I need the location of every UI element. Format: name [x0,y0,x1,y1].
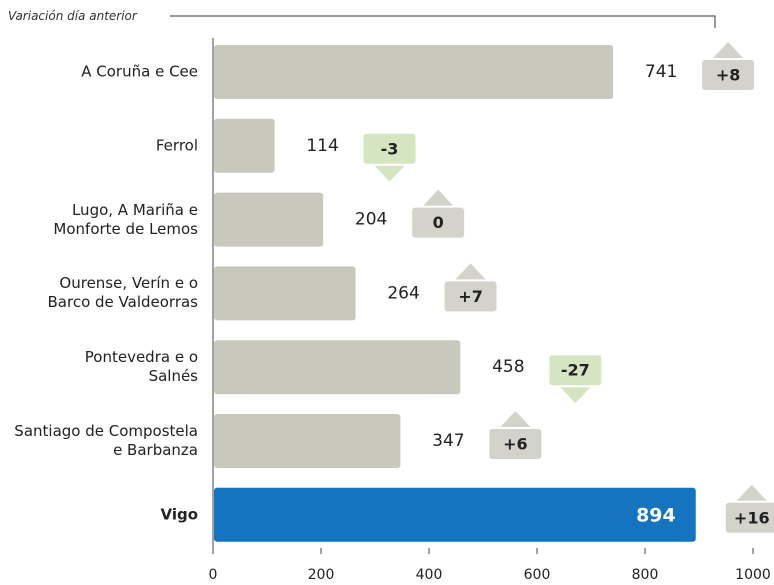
change-badge [702,60,755,90]
value-label: 894 [636,504,676,526]
up-arrow [736,484,767,501]
bar [214,340,461,395]
category-label: Santiago de Compostela e Barbanza [14,422,198,459]
change-badge [489,429,542,459]
bracket-line [170,15,716,28]
change-badge [549,355,602,386]
change-label: 0 [433,213,444,232]
up-arrow [500,411,531,427]
bar [214,192,324,247]
value-label: 114 [306,136,338,156]
change-badge [363,133,416,164]
category-label: Ourense, Verín e o Barco de Valdeorras [47,274,199,312]
change-badge [725,502,774,533]
bar [214,487,696,542]
x-tick-label: 400 [416,567,443,583]
change-badge [444,281,497,312]
change-badge [412,207,465,238]
change-label: +7 [458,287,483,306]
bar [214,414,401,468]
bar [214,45,614,99]
change-label: +6 [503,435,528,454]
category-label: Vigo [160,505,198,524]
category-label: Pontevedra e o Salnés [84,348,198,386]
bar [214,118,275,173]
up-arrow [455,263,486,280]
x-tick-label: 0 [209,567,218,583]
subtitle: Variación día anterior [8,9,137,23]
down-arrow [560,387,591,404]
up-arrow [713,42,744,58]
category-label: A Coruña e Cee [81,62,198,81]
category-label: Ferrol [155,136,198,155]
x-tick-label: 800 [632,567,659,583]
category-label: Lugo, A Mariña e Monforte de Lemos [53,200,198,238]
x-tick-label: 600 [524,567,551,583]
down-arrow [374,165,405,182]
bar [214,266,356,321]
change-label: -27 [561,361,590,380]
value-label: 458 [492,357,524,377]
value-label: 741 [645,62,677,82]
value-label: 204 [355,210,387,230]
up-arrow [423,189,454,206]
value-label: 264 [387,283,419,303]
change-label: +16 [734,508,770,527]
x-tick-label: 1000 [735,567,771,583]
x-tick-label: 200 [308,567,335,583]
value-label: 347 [432,431,464,451]
change-label: +8 [716,66,741,85]
change-label: -3 [381,139,399,158]
